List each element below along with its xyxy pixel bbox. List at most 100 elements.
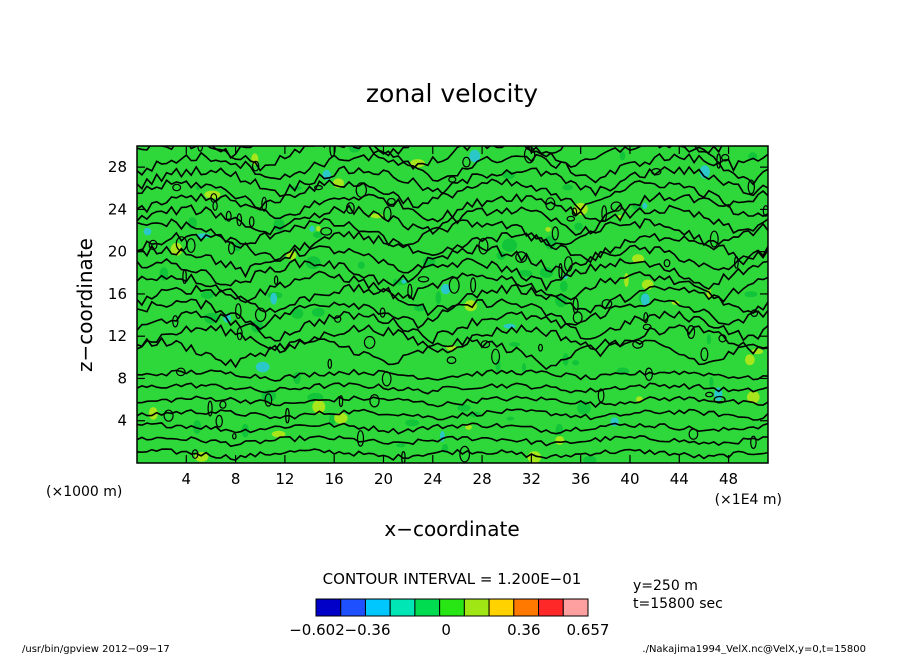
- x-axis-label: x−coordinate: [384, 517, 519, 541]
- contour-line: [137, 257, 768, 292]
- contour-cell: [219, 400, 227, 409]
- contour-line: [137, 408, 768, 421]
- color-patch: [709, 376, 714, 388]
- contour-cell: [251, 160, 260, 172]
- contour-cell: [383, 206, 392, 222]
- x-tick-label: 36: [571, 470, 590, 488]
- x-tick-label: 8: [231, 470, 241, 488]
- color-patch: [555, 436, 565, 445]
- color-patch: [748, 152, 758, 161]
- color-patch: [506, 416, 515, 421]
- contour-cell: [338, 395, 344, 408]
- color-patch: [624, 273, 629, 288]
- contour-cell: [721, 153, 730, 162]
- color-patch: [357, 261, 365, 269]
- contour-cell: [379, 307, 386, 318]
- color-patch: [148, 407, 158, 420]
- contour-cell: [663, 259, 671, 268]
- x-tick-label: 20: [374, 470, 393, 488]
- color-patch: [574, 222, 583, 231]
- color-patch: [241, 423, 249, 438]
- color-patch: [193, 420, 202, 434]
- color-patch: [545, 227, 552, 232]
- colorbar-swatch: [364, 598, 391, 617]
- contour-cell: [459, 445, 471, 463]
- contour-cell: [523, 146, 536, 164]
- contour-line: [137, 177, 768, 212]
- color-patch: [312, 399, 326, 414]
- contour-cell: [572, 311, 583, 324]
- colorbar-swatch: [389, 598, 416, 617]
- contour-line: [137, 270, 768, 304]
- contour-cell: [558, 263, 563, 279]
- contour-line: [137, 146, 768, 173]
- color-patch: [291, 308, 304, 319]
- contour-cell: [182, 269, 187, 285]
- contour-line: [137, 217, 768, 248]
- contour-line: [137, 310, 768, 345]
- contour-cell: [355, 182, 367, 198]
- contour-line: [137, 422, 768, 435]
- contour-cell: [564, 256, 573, 272]
- colorbar-swatch: [414, 598, 441, 617]
- contour-cell: [261, 196, 268, 212]
- x-tick-label: 24: [423, 470, 442, 488]
- contour-line: [137, 298, 768, 331]
- contour-cell: [225, 210, 232, 222]
- contour-cell: [545, 197, 556, 211]
- color-patch: [251, 153, 259, 166]
- color-patch: [577, 400, 591, 415]
- color-patch: [273, 218, 285, 233]
- color-patch: [745, 354, 755, 366]
- color-patch: [457, 404, 471, 412]
- y-axis-unit-label: (×1000 m): [46, 484, 122, 500]
- colorbar-swatch: [340, 598, 366, 617]
- contour-cell: [446, 356, 457, 365]
- x-tick-label: 28: [473, 470, 492, 488]
- contour-cell: [642, 323, 652, 331]
- contour-cell: [601, 205, 608, 222]
- contour-cell: [470, 277, 477, 293]
- contour-cell: [334, 315, 342, 323]
- y-tick-label: 24: [108, 200, 127, 218]
- contour-cell: [713, 395, 726, 404]
- contour-line: [137, 395, 768, 409]
- color-patch: [313, 231, 323, 238]
- color-patch: [747, 391, 760, 404]
- color-patch: [572, 360, 580, 366]
- color-patch: [311, 307, 325, 317]
- colorbar-swatch: [463, 598, 490, 617]
- contour-cell: [254, 307, 267, 322]
- contour-cell: [387, 197, 396, 206]
- contour-cell: [314, 185, 324, 191]
- x-axis-unit-label: (×1E4 m): [715, 492, 782, 508]
- color-patch: [316, 225, 321, 232]
- color-patch: [539, 267, 554, 278]
- color-patch: [640, 293, 650, 306]
- colorbar: [315, 598, 589, 617]
- contour-cell: [273, 275, 279, 285]
- y-tick-label: 28: [108, 158, 127, 176]
- contour-cell: [356, 430, 365, 447]
- x-tick-label: 44: [670, 470, 689, 488]
- color-patch: [495, 359, 501, 373]
- color-patch: [396, 443, 406, 448]
- color-patch: [334, 412, 348, 424]
- y-axis-label: z−coordinate: [73, 238, 97, 372]
- x-tick-label: 48: [719, 470, 738, 488]
- chart-title: zonal velocity: [366, 79, 538, 108]
- contour-cell: [448, 176, 457, 183]
- color-patch: [642, 202, 648, 209]
- contour-cell: [401, 451, 406, 463]
- y-tick-label: 16: [108, 285, 127, 303]
- colorbar-swatch: [488, 598, 515, 617]
- contour-cell: [643, 312, 649, 324]
- x-tick-label: 32: [522, 470, 541, 488]
- color-patch: [503, 323, 516, 329]
- color-patch: [465, 424, 472, 430]
- contour-cell: [750, 309, 759, 318]
- contour-cell: [236, 213, 243, 227]
- contour-cell: [478, 237, 489, 255]
- color-patch: [706, 334, 712, 345]
